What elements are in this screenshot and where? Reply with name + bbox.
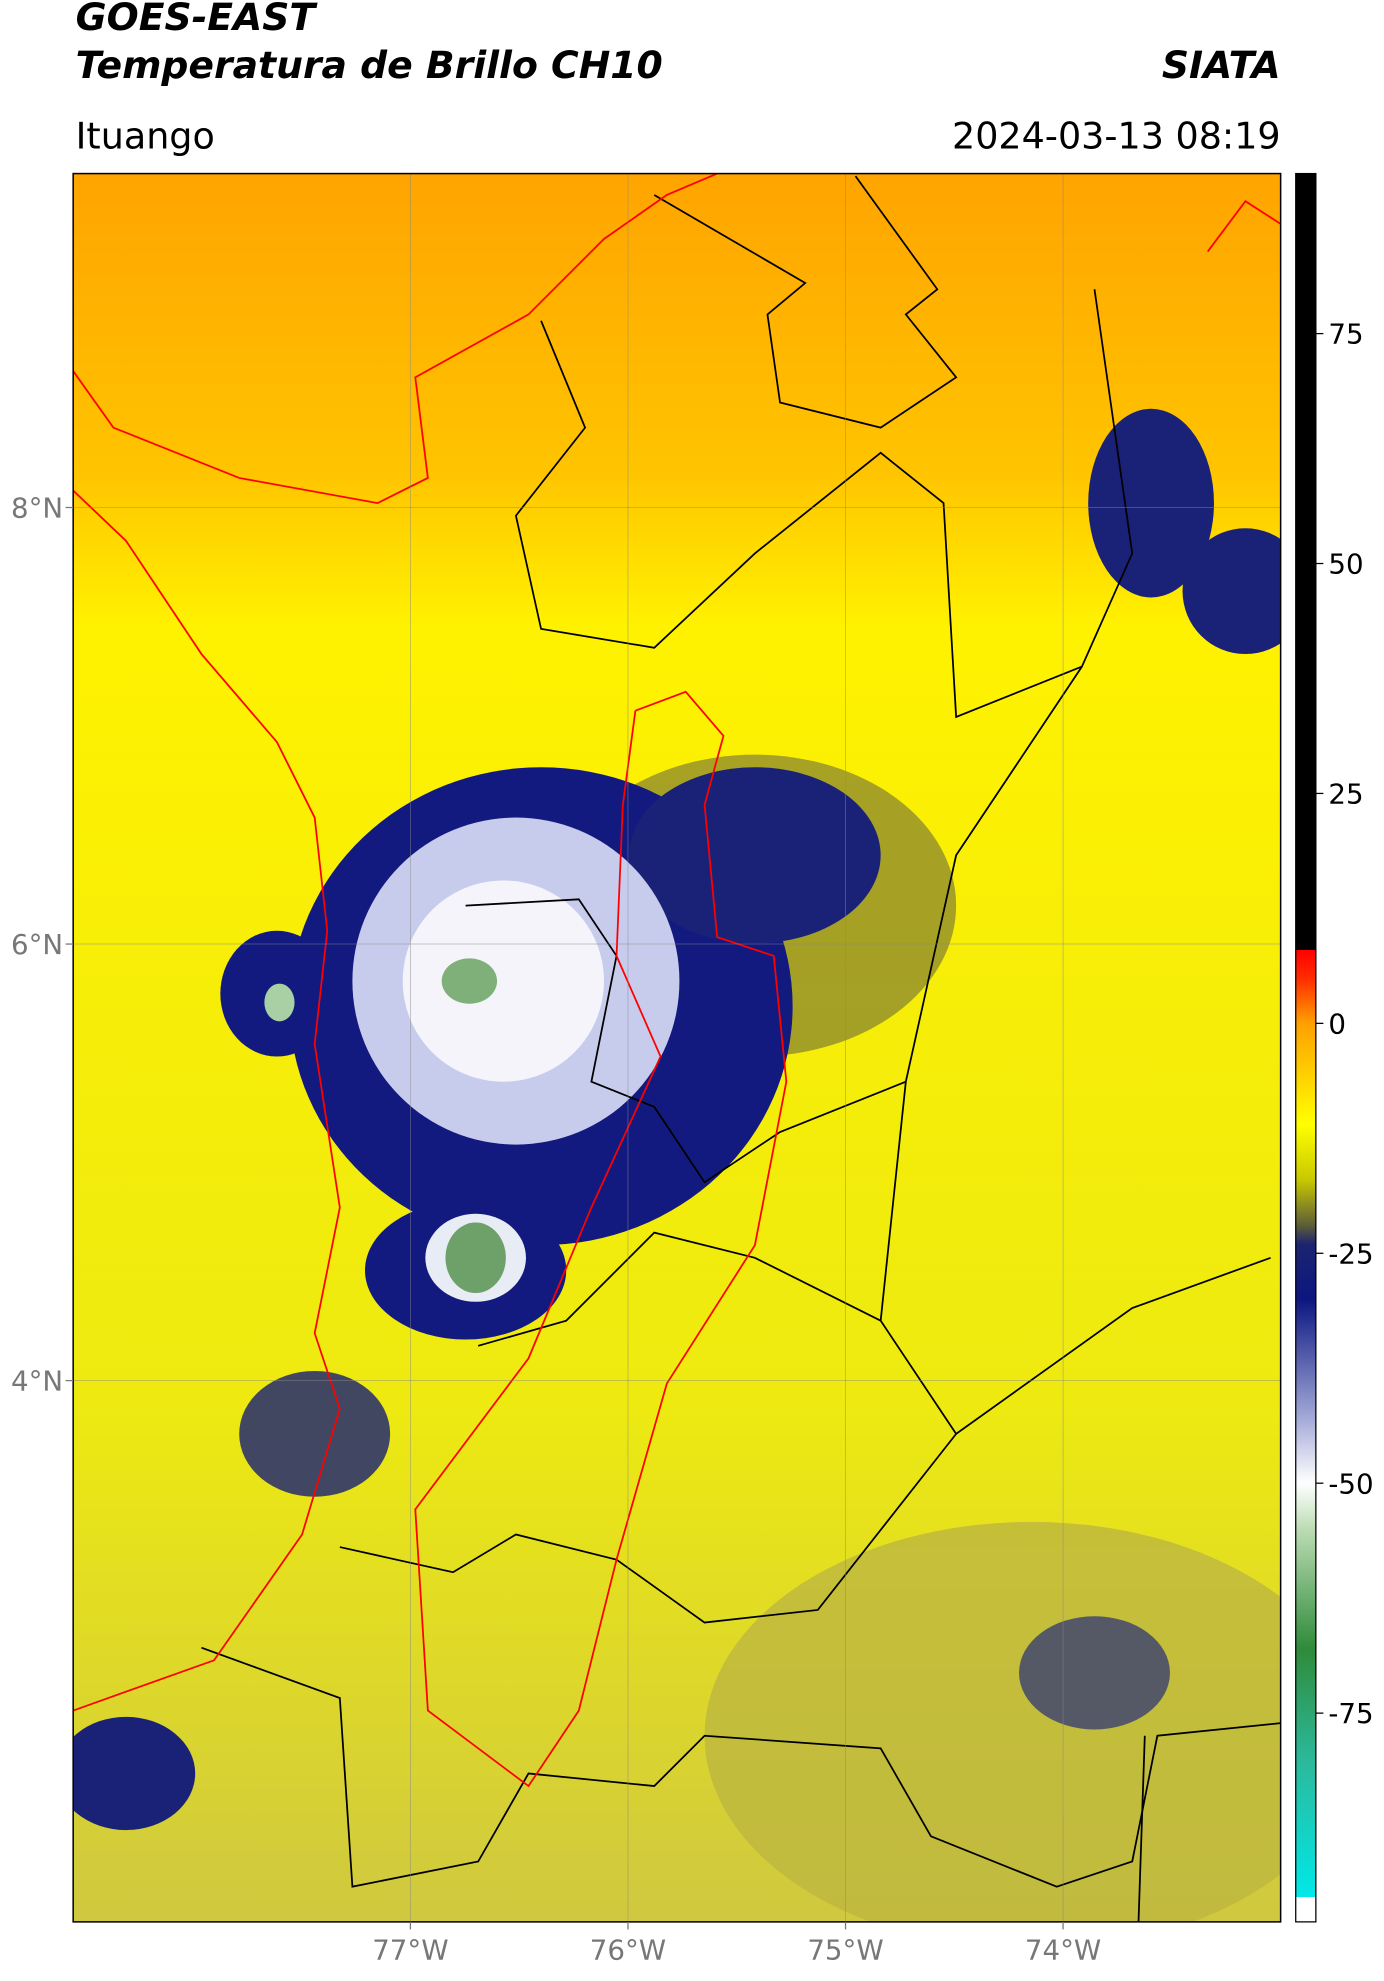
y-tick-label: 6°N bbox=[11, 928, 63, 961]
border bbox=[465, 898, 907, 1184]
cloud bbox=[1088, 408, 1214, 598]
x-tick-label: 76°W bbox=[590, 1934, 666, 1967]
x-tick-label: 77°W bbox=[372, 1934, 448, 1967]
colorbar-tick-label: -25 bbox=[1328, 1237, 1373, 1270]
border bbox=[201, 1646, 1281, 1888]
cloud bbox=[704, 1521, 1281, 1922]
x-tick-label: 74°W bbox=[1025, 1934, 1101, 1967]
gridlines bbox=[73, 173, 1281, 1922]
cloud bbox=[1019, 1616, 1170, 1730]
y-tick-label: 4°N bbox=[11, 1365, 63, 1398]
subtitle: Temperatura de Brillo CH10 bbox=[76, 43, 663, 87]
colorbar-tick-label: 25 bbox=[1328, 777, 1363, 810]
timestamp: 2024-03-13 08:19 bbox=[952, 114, 1281, 157]
coastline bbox=[73, 489, 341, 1712]
x-tick-label: 75°W bbox=[807, 1934, 883, 1967]
border bbox=[514, 289, 1134, 719]
cloud bbox=[402, 880, 604, 1082]
coastline bbox=[73, 173, 718, 505]
department-border bbox=[414, 690, 788, 1788]
coastline bbox=[1206, 200, 1281, 253]
colorbar-tick-label: -50 bbox=[1328, 1467, 1373, 1500]
cloud bbox=[445, 1222, 506, 1293]
national-borders bbox=[73, 173, 1281, 1788]
map-frame bbox=[72, 172, 1282, 1923]
cloud bbox=[264, 983, 295, 1022]
cloud bbox=[73, 1716, 196, 1831]
cloud bbox=[1182, 528, 1281, 655]
credit: SIATA bbox=[1162, 43, 1281, 87]
cloud bbox=[239, 1370, 391, 1497]
border bbox=[653, 175, 958, 429]
border bbox=[477, 1231, 882, 1347]
ticks: 77°W 76°W 75°W 74°W 4°N 6°N 8°N -75 -50 -25 0 25 50 7… bbox=[11, 318, 1374, 1967]
colorbar-tick-label: 0 bbox=[1328, 1007, 1346, 1040]
colorbar-tick-label: 50 bbox=[1328, 548, 1363, 581]
cloud bbox=[441, 958, 498, 1004]
colorbar-tick-label: 75 bbox=[1328, 318, 1363, 351]
colorbar-tick-label: -75 bbox=[1328, 1697, 1373, 1730]
y-tick-label: 8°N bbox=[11, 492, 63, 525]
location: Ituango bbox=[76, 114, 215, 157]
title: GOES-EAST bbox=[76, 0, 319, 39]
colorbar bbox=[1295, 172, 1317, 1923]
map-image bbox=[73, 173, 1281, 1922]
border bbox=[1137, 1735, 1146, 1922]
cloud bbox=[629, 767, 881, 944]
